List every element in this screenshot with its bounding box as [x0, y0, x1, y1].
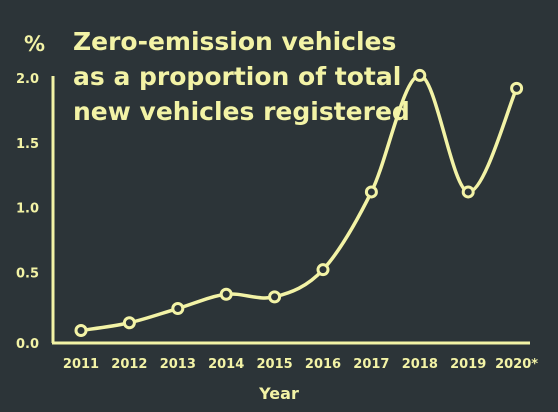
y-tick-labels: 0.0 0.5 1.0 1.5 2.0 [16, 72, 39, 352]
y-tick-label: 1.5 [16, 137, 39, 152]
x-tick-label: 2014 [208, 357, 244, 372]
data-point-2015 [268, 290, 282, 304]
x-tick-label: 2019 [450, 357, 486, 372]
x-tick-label: 2013 [160, 357, 196, 372]
data-point-2012 [122, 316, 136, 330]
x-tick-label: 2018 [402, 357, 438, 372]
data-point-2016 [316, 263, 330, 277]
x-tick-label: 2011 [63, 357, 99, 372]
chart-title: Zero-emission vehicles as a proportion o… [73, 27, 410, 126]
x-tick-label: 2020* [495, 357, 538, 372]
data-point-2011 [74, 324, 88, 338]
data-point-2017 [364, 185, 378, 199]
x-tick-label: 2016 [305, 357, 341, 372]
y-tick-label: 0.5 [16, 266, 39, 281]
x-tick-label: 2017 [353, 357, 389, 372]
x-tick-label: 2012 [111, 357, 147, 372]
data-point-2014 [219, 287, 233, 301]
data-point-2013 [171, 302, 185, 316]
data-point-2019 [461, 185, 475, 199]
data-point-2018 [413, 68, 427, 82]
y-tick-label: 1.0 [16, 202, 39, 217]
y-axis-unit: % [24, 32, 46, 56]
x-axis-label: Year [259, 384, 299, 403]
series-line [79, 73, 519, 333]
x-tick-label: 2015 [257, 357, 293, 372]
data-point-2020 [510, 81, 524, 95]
y-tick-label: 2.0 [16, 72, 39, 87]
x-tick-labels: 2011 2012 2013 2014 2015 2016 2017 2018 2019 2020… [63, 357, 538, 372]
y-tick-label: 0.0 [16, 337, 39, 352]
data-points [74, 68, 524, 338]
